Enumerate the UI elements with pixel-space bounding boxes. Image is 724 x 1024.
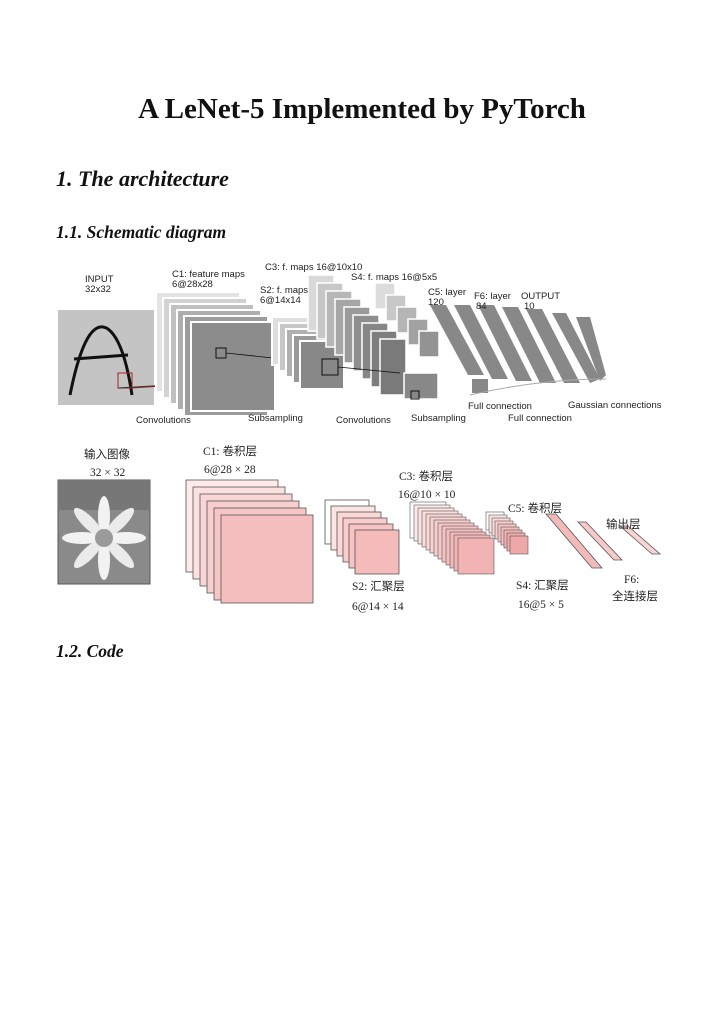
input-label: INPUT	[85, 274, 114, 285]
cn-s2-size: 6@14 × 14	[352, 601, 404, 613]
cn-f6-desc: 全连接层	[612, 589, 658, 603]
cn-s4-label: S4: 汇聚层	[516, 579, 569, 592]
cn-input-size: 32 × 32	[90, 467, 125, 479]
output-label: OUTPUT	[521, 291, 560, 302]
bottom-subsampling-2: Subsampling	[411, 413, 466, 424]
s4-pink-stack	[485, 511, 529, 555]
c3-label: C3: f. maps 16@10x10	[265, 262, 362, 273]
lenet-diagram: INPUT 32x32 C1: feature maps 6@28x28 C3:…	[58, 262, 662, 426]
cn-s4-size: 16@5 × 5	[518, 599, 564, 611]
subsection-heading-schematic: 1.1. Schematic diagram	[56, 222, 227, 242]
cn-s2-label: S2: 汇聚层	[352, 580, 405, 593]
c5-label: C5: layer	[428, 287, 466, 298]
cn-c1-size: 6@28 × 28	[204, 464, 256, 476]
subsection-heading-code: 1.2. Code	[56, 641, 124, 661]
c3-pink-stack	[409, 501, 495, 575]
s2-size: 6@14x14	[260, 295, 301, 306]
input-size: 32x32	[85, 284, 111, 295]
lenet-cn-diagram: 输入图像 32 × 32 C1: 卷积层 6@28 × 28 C3: 卷积层 1…	[57, 444, 662, 613]
cn-output-label: 输出层	[606, 517, 641, 531]
cn-c3-size: 16@10 × 10	[398, 489, 456, 501]
c1-maps-stack	[155, 291, 321, 417]
output-bar	[618, 525, 662, 555]
bottom-full-connection-1: Full connection	[468, 401, 532, 412]
flower-input-image	[57, 479, 151, 585]
bottom-full-connection-2: Full connection	[508, 413, 572, 424]
f6-size: 84	[476, 301, 487, 312]
c1-size: 6@28x28	[172, 279, 213, 290]
handwritten-a-bar	[73, 353, 129, 361]
bottom-convolutions-2: Convolutions	[336, 415, 391, 426]
c5-bar	[545, 513, 603, 569]
s2-label: S2: f. maps	[260, 285, 308, 296]
fully-connected-stripes	[430, 305, 607, 396]
bottom-subsampling-1: Subsampling	[248, 413, 303, 424]
bottom-convolutions-1: Convolutions	[136, 415, 191, 426]
c5-size: 120	[428, 297, 444, 308]
cn-input-label: 输入图像	[84, 447, 130, 461]
section-heading-architecture: 1. The architecture	[56, 166, 229, 191]
f6-label: F6: layer	[474, 291, 511, 302]
s4-maps-stack	[374, 282, 440, 400]
bottom-gaussian: Gaussian connections	[568, 400, 662, 411]
cn-c3-label: C3: 卷积层	[399, 469, 453, 483]
cn-f6-label: F6:	[624, 574, 639, 586]
cn-c1-label: C1: 卷积层	[203, 444, 257, 458]
c1-pink-stack	[185, 479, 314, 604]
s2-pink-stack	[324, 499, 400, 575]
output-size: 10	[524, 301, 535, 312]
f6-bar	[577, 521, 623, 561]
c1-label: C1: feature maps	[172, 269, 245, 280]
c3-maps-stack	[307, 274, 407, 396]
page-title: A LeNet-5 Implemented by PyTorch	[138, 93, 586, 125]
cn-c5-label: C5: 卷积层	[508, 501, 562, 515]
s4-label: S4: f. maps 16@5x5	[351, 272, 437, 283]
